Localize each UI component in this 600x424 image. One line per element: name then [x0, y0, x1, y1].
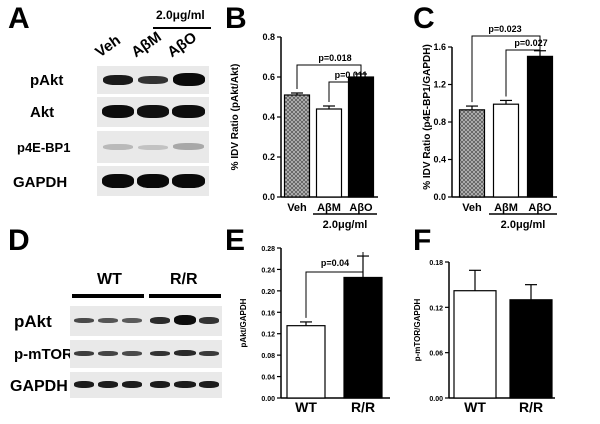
chart-c-bar-2: [526, 55, 554, 198]
chart-b-sig-label-0: p=0.018: [318, 53, 351, 63]
chart-c-xtick-label-2: AβO: [528, 202, 552, 214]
blot-d-row-label-pmtor: p-mTOR: [14, 346, 73, 363]
chart-b-ytick-label: 0.2: [262, 152, 275, 162]
blot-d-strip-pmtor: [70, 340, 222, 368]
chart-f-ytick-label: 0.18: [429, 260, 443, 267]
blot-a-strip-akt: [97, 97, 209, 127]
blot-d-row-label-gapdh: GAPDH: [10, 378, 68, 395]
chart-e-ylabel: pAkt/GAPDH: [239, 298, 248, 347]
chart-c-sig-label-0: p=0.023: [488, 24, 521, 34]
blot-d-group-wt: WT: [97, 271, 122, 288]
chart-c-ylabel: % IDV Ratio (p4E-BP1/GAPDH): [422, 44, 433, 190]
chart-e-ytick-label: 0.20: [261, 289, 275, 296]
chart-f-ytick-label: 0.12: [429, 305, 443, 312]
chart-c-xtick-label-0: Veh: [462, 202, 482, 214]
chart-f-ytick-label: 0.06: [429, 351, 443, 358]
panel-label-a: A: [8, 2, 30, 35]
chart-c-sig-bracket-0: [471, 35, 541, 103]
chart-c-dose-label: 2.0μg/ml: [501, 219, 546, 231]
blot-a-row-label-p4ebp1: p4E-BP1: [17, 140, 71, 155]
chart-c-sig-label-1: p=0.027: [514, 38, 547, 48]
blot-a-row-label-akt: Akt: [30, 104, 55, 121]
blot-a-strip-pakt: [97, 66, 209, 94]
chart-b-ytick-label: 0.0: [262, 192, 275, 202]
chart-c-sig-bracket-1: [505, 46, 541, 97]
chart-c-ytick-label: 0.0: [433, 192, 446, 202]
chart-e-sig-bracket-0: [305, 252, 364, 318]
chart-e-bar-0: [286, 325, 326, 399]
chart-f-ytick-label: 0.00: [429, 396, 443, 403]
chart-f-xtick-label-0: WT: [464, 399, 486, 415]
chart-c-xtick-label-1: AβM: [494, 202, 518, 214]
chart-c-bar-1: [492, 103, 520, 198]
blot-d-strip-pakt: [70, 306, 222, 336]
chart-f-bar-0: [453, 290, 497, 399]
chart-b-xtick-label-0: Veh: [287, 202, 307, 214]
blot-a-dose-label: 2.0μg/ml: [156, 8, 205, 22]
chart-e-ytick-label: 0.24: [261, 267, 275, 274]
chart-e-ytick-label: 0.12: [261, 332, 275, 339]
chart-e-ytick-label: 0.00: [261, 396, 275, 403]
chart-b-sig-bracket-1: [328, 70, 362, 102]
chart-b-ylabel: % IDV Ratio (pAkt/Akt): [230, 64, 241, 171]
blot-d-row-label-pakt: pAkt: [14, 312, 52, 331]
chart-b-bar-1: [315, 108, 343, 198]
chart-b-ytick-label: 0.8: [262, 32, 275, 42]
chart-b-bar-2: [347, 76, 375, 198]
chart-c-ytick-label: 1.6: [433, 42, 446, 52]
panel-label-e: E: [225, 224, 246, 257]
chart-b-ytick-label: 0.4: [262, 112, 275, 122]
chart-b-xtick-label-1: AβM: [317, 202, 341, 214]
blot-a-strip-p4ebp1: [97, 131, 209, 163]
blot-a-row-label-gapdh: GAPDH: [13, 174, 68, 191]
chart-b-bar-0: [283, 94, 311, 198]
blot-a-strip-gapdh: [97, 166, 209, 196]
chart-c-ytick-label: 0.8: [433, 117, 446, 127]
blot-d-rr-bar: [149, 294, 221, 298]
chart-e-ytick-label: 0.28: [261, 246, 275, 253]
blot-a-dose-bar: [153, 27, 211, 29]
chart-b-sig-bracket-0: [296, 64, 362, 89]
chart-f-bar-1: [509, 299, 553, 399]
chart-b-ytick-label: 0.6: [262, 72, 275, 82]
chart-b-sig-label-1: p=0.011: [335, 70, 368, 80]
chart-f-xtick-label-1: R/R: [519, 399, 543, 415]
chart-e-xtick-label-0: WT: [295, 399, 317, 415]
chart-e-ytick-label: 0.04: [261, 375, 275, 382]
chart-b-dose-label: 2.0μg/ml: [323, 219, 368, 231]
chart-e-xtick-label-1: R/R: [351, 399, 375, 415]
blot-a-row-label-pakt: pAkt: [30, 72, 64, 89]
chart-e-ytick-label: 0.08: [261, 353, 275, 360]
blot-d-strip-gapdh: [70, 372, 222, 398]
chart-e-sig-label-0: p=0.04: [321, 258, 349, 268]
chart-f-ylabel: p-mTOR/GAPDH: [413, 299, 422, 362]
chart-c-bar-0: [458, 109, 486, 198]
chart-e-bar-1: [343, 276, 383, 399]
panel-label-b: B: [225, 2, 247, 35]
blot-d-group-rr: R/R: [170, 271, 198, 288]
panel-label-d: D: [8, 224, 30, 257]
panel-label-c: C: [413, 2, 435, 35]
chart-c-ytick-label: 1.2: [433, 80, 446, 90]
panel-label-f: F: [413, 224, 432, 257]
chart-e-ytick-label: 0.16: [261, 310, 275, 317]
chart-b-xtick-label-2: AβO: [349, 202, 373, 214]
blot-d-wt-bar: [72, 294, 144, 298]
chart-c-ytick-label: 0.4: [433, 155, 446, 165]
